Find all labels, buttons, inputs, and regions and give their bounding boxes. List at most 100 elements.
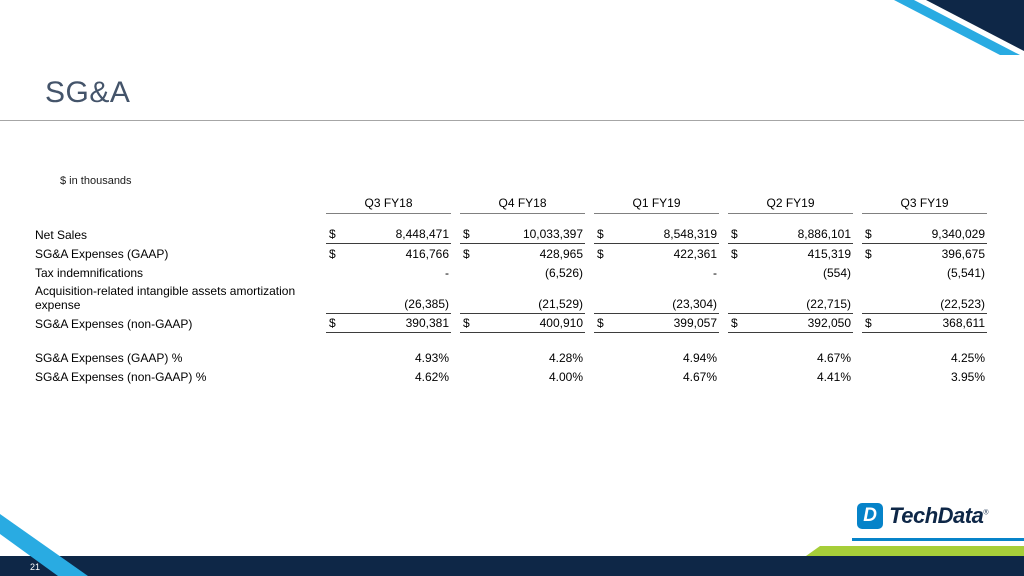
row-label: SG&A Expenses (non-GAAP) xyxy=(35,317,193,332)
row-label: Net Sales xyxy=(35,227,88,242)
table-cell: (6,526) xyxy=(460,264,585,282)
title-divider xyxy=(0,120,1024,121)
table-cell: $415,319 xyxy=(728,245,853,263)
table-cell: (26,385) xyxy=(326,295,451,315)
cell-value: 422,361 xyxy=(673,247,717,261)
cell-value: 4.67% xyxy=(816,351,851,366)
table-cell: $9,340,029 xyxy=(862,225,987,244)
cell-value: 396,675 xyxy=(941,247,985,261)
table-cell: $400,910 xyxy=(460,314,585,334)
cell-value: 4.62% xyxy=(414,370,449,385)
table-row: Acquisition-related intangible assets am… xyxy=(35,282,995,315)
cell-value: 392,050 xyxy=(807,316,851,331)
table-cell: $8,886,101 xyxy=(728,225,853,244)
cell-value: 4.67% xyxy=(682,370,717,385)
dollar-sign: $ xyxy=(463,247,470,261)
cell-value: 8,548,319 xyxy=(663,227,717,241)
table-row: SG&A Expenses (GAAP) % 4.93% 4.28% 4.94% 4.6… xyxy=(35,348,995,367)
cell-value: 416,766 xyxy=(405,247,449,261)
table-cell: $396,675 xyxy=(862,245,987,263)
table-cell: $399,057 xyxy=(594,314,719,334)
column-header: Q4 FY18 xyxy=(460,196,585,214)
cell-value: (554) xyxy=(822,266,851,280)
table-cell: 4.28% xyxy=(460,349,585,367)
page-title: SG&A xyxy=(45,76,131,109)
cell-value: 368,611 xyxy=(942,316,986,331)
table-cell: $8,548,319 xyxy=(594,225,719,244)
cell-value: 8,448,471 xyxy=(395,227,449,241)
cell-value: (21,529) xyxy=(538,297,583,312)
cell-value: 8,886,101 xyxy=(797,227,851,241)
table-cell: 4.25% xyxy=(862,349,987,367)
table-cell: $416,766 xyxy=(326,245,451,263)
row-label: SG&A Expenses (GAAP) % xyxy=(35,351,183,366)
green-stripe-bottom-right xyxy=(806,546,1024,556)
navy-corner-top-right xyxy=(926,0,1024,51)
page-number: 21 xyxy=(30,562,41,572)
cell-value: 10,033,397 xyxy=(522,227,583,241)
table-cell: $422,361 xyxy=(594,245,719,263)
table-cell: - xyxy=(594,264,719,282)
table-cell: 4.94% xyxy=(594,349,719,367)
column-header: Q2 FY19 xyxy=(728,196,853,214)
column-header: Q3 FY19 xyxy=(862,196,987,214)
cell-value: 415,319 xyxy=(807,247,851,261)
dollar-sign: $ xyxy=(463,316,470,331)
dollar-sign: $ xyxy=(731,316,738,331)
corner-decoration-top-right xyxy=(894,0,1024,55)
techdata-logo: D TechData® xyxy=(857,503,988,529)
dollar-sign: $ xyxy=(731,247,738,261)
cell-value: - xyxy=(445,266,449,280)
dollar-sign: $ xyxy=(329,227,336,241)
dollar-sign: $ xyxy=(597,316,604,331)
bottom-decoration xyxy=(0,514,1024,576)
cell-value: - xyxy=(713,266,717,280)
cell-value: 400,910 xyxy=(539,316,583,331)
cell-value: (26,385) xyxy=(404,297,449,312)
table-cell: 4.93% xyxy=(326,349,451,367)
row-label: SG&A Expenses (non-GAAP) % xyxy=(35,370,207,385)
table-corner-cell xyxy=(35,210,317,214)
dollar-sign: $ xyxy=(597,247,604,261)
table-cell: 4.00% xyxy=(460,368,585,386)
cell-value: 9,340,029 xyxy=(931,227,985,241)
table-cell: (22,523) xyxy=(862,295,987,315)
column-header: Q3 FY18 xyxy=(326,196,451,214)
cell-value: (5,541) xyxy=(946,266,985,280)
registered-mark: ® xyxy=(983,509,988,517)
table-header-row: Q3 FY18 Q4 FY18 Q1 FY19 Q2 FY19 Q3 FY19 xyxy=(35,192,995,214)
table-cell: 4.41% xyxy=(728,368,853,386)
cell-value: 4.25% xyxy=(950,351,985,366)
table-row: Tax indemnifications - (6,526) - (554) (5,541… xyxy=(35,263,995,282)
cell-value: 4.93% xyxy=(414,351,449,366)
cell-value: 399,057 xyxy=(673,316,717,331)
table-row: SG&A Expenses (GAAP) $416,766 $428,965 $422… xyxy=(35,244,995,263)
dollar-sign: $ xyxy=(329,316,336,331)
table-cell: $390,381 xyxy=(326,314,451,334)
dollar-sign: $ xyxy=(329,247,336,261)
techdata-logo-text: TechData® xyxy=(889,503,988,529)
table-row: SG&A Expenses (non-GAAP) % 4.62% 4.00% 4.67… xyxy=(35,367,995,386)
table-cell: (23,304) xyxy=(594,295,719,315)
table-cell: (21,529) xyxy=(460,295,585,315)
dollar-sign: $ xyxy=(865,316,872,331)
techdata-logo-brand: TechData xyxy=(889,503,984,528)
table-cell: 4.67% xyxy=(594,368,719,386)
cell-value: 428,965 xyxy=(539,247,583,261)
table-cell: (22,715) xyxy=(728,295,853,315)
bottom-navy-bar xyxy=(0,556,1024,576)
table-cell: $428,965 xyxy=(460,245,585,263)
table-row: Net Sales $8,448,471 $10,033,397 $8,548,319… xyxy=(35,225,995,244)
dollar-sign: $ xyxy=(865,247,872,261)
cyan-stripe-bottom-left xyxy=(0,514,88,576)
column-header: Q1 FY19 xyxy=(594,196,719,214)
table-cell: 4.62% xyxy=(326,368,451,386)
table-cell: $392,050 xyxy=(728,314,853,334)
financial-table: Q3 FY18 Q4 FY18 Q1 FY19 Q2 FY19 Q3 FY19 Net S… xyxy=(35,192,995,386)
dollar-sign: $ xyxy=(865,227,872,241)
dollar-sign: $ xyxy=(731,227,738,241)
cell-value: 3.95% xyxy=(950,370,985,385)
row-label: Tax indemnifications xyxy=(35,265,144,280)
cell-value: (22,523) xyxy=(940,297,985,312)
units-note: $ in thousands xyxy=(60,175,132,187)
